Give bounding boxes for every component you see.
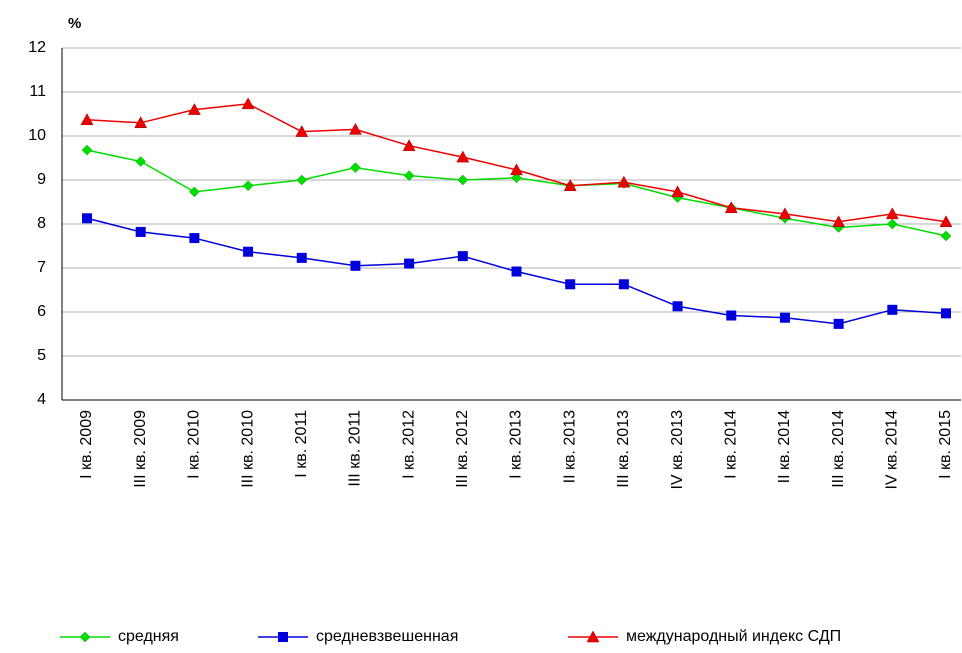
marker (778, 207, 792, 220)
marker (82, 213, 92, 224)
marker (510, 163, 523, 176)
marker (80, 113, 94, 125)
x-tick-label: I кв. 2012 (400, 410, 417, 479)
marker (456, 150, 470, 163)
marker (511, 172, 522, 184)
marker (402, 139, 416, 151)
x-tick-label: III кв. 2014 (830, 410, 847, 488)
marker (350, 162, 361, 174)
marker (349, 122, 362, 135)
marker (296, 252, 307, 263)
y-tick-label: 5 (37, 347, 46, 364)
marker (586, 630, 600, 643)
marker (726, 310, 737, 321)
x-tick-label: I кв. 2011 (293, 410, 310, 478)
marker (278, 632, 288, 642)
marker (187, 103, 201, 115)
x-tick-label: III кв. 2009 (132, 410, 149, 488)
x-tick-label: I кв. 2010 (186, 410, 203, 479)
x-tick-label: II кв. 2013 (561, 410, 578, 483)
marker (885, 207, 899, 220)
marker (81, 144, 93, 156)
marker (295, 125, 309, 137)
marker (617, 175, 631, 188)
y-tick-label: 9 (37, 171, 46, 188)
x-tick-label: I кв. 2009 (78, 410, 95, 479)
marker (832, 215, 846, 228)
y-axis-label: % (68, 15, 81, 32)
y-tick-label: 11 (29, 83, 46, 100)
marker (672, 301, 683, 312)
marker (618, 279, 629, 290)
x-tick-label: I кв. 2015 (937, 410, 954, 479)
marker (242, 180, 254, 192)
marker (243, 246, 254, 257)
legend-label: средневзвешенная (316, 628, 458, 645)
marker (939, 215, 953, 228)
x-tick-label: I кв. 2013 (508, 410, 525, 479)
marker (779, 312, 790, 323)
marker (457, 251, 468, 262)
marker (886, 218, 898, 230)
marker (404, 258, 415, 269)
y-tick-label: 4 (37, 391, 46, 408)
marker (296, 174, 308, 186)
marker (79, 631, 91, 643)
x-tick-label: III кв. 2010 (239, 410, 256, 488)
x-tick-label: II кв. 2014 (776, 410, 793, 483)
y-tick-label: 7 (37, 259, 46, 276)
marker (135, 156, 147, 167)
series-line (86, 149, 947, 237)
marker (565, 279, 576, 290)
x-tick-label: IV кв. 2013 (669, 410, 686, 490)
x-tick-label: III кв. 2012 (454, 410, 471, 488)
y-tick-label: 6 (37, 303, 46, 320)
x-tick-label: IV кв. 2014 (884, 410, 901, 490)
marker (833, 318, 844, 329)
marker (887, 304, 898, 315)
x-tick-label: I кв. 2014 (722, 410, 739, 479)
y-tick-label: 10 (28, 127, 46, 144)
y-tick-label: 12 (28, 39, 46, 56)
marker (724, 201, 738, 213)
marker (135, 226, 146, 237)
marker (940, 230, 952, 242)
marker (671, 185, 684, 198)
marker (189, 233, 200, 244)
marker (350, 260, 361, 271)
marker (941, 308, 951, 319)
marker (403, 170, 415, 181)
marker (241, 97, 255, 110)
legend-label: средняя (118, 628, 179, 645)
marker (563, 179, 577, 191)
marker (457, 174, 469, 186)
x-tick-label: III кв. 2013 (615, 410, 632, 488)
marker (134, 116, 148, 129)
legend-label: международный индекс СДП (626, 628, 841, 645)
marker (189, 186, 200, 198)
marker (511, 266, 522, 277)
series-line (86, 103, 947, 223)
y-tick-label: 8 (37, 215, 46, 232)
x-tick-label: III кв. 2011 (347, 410, 364, 487)
